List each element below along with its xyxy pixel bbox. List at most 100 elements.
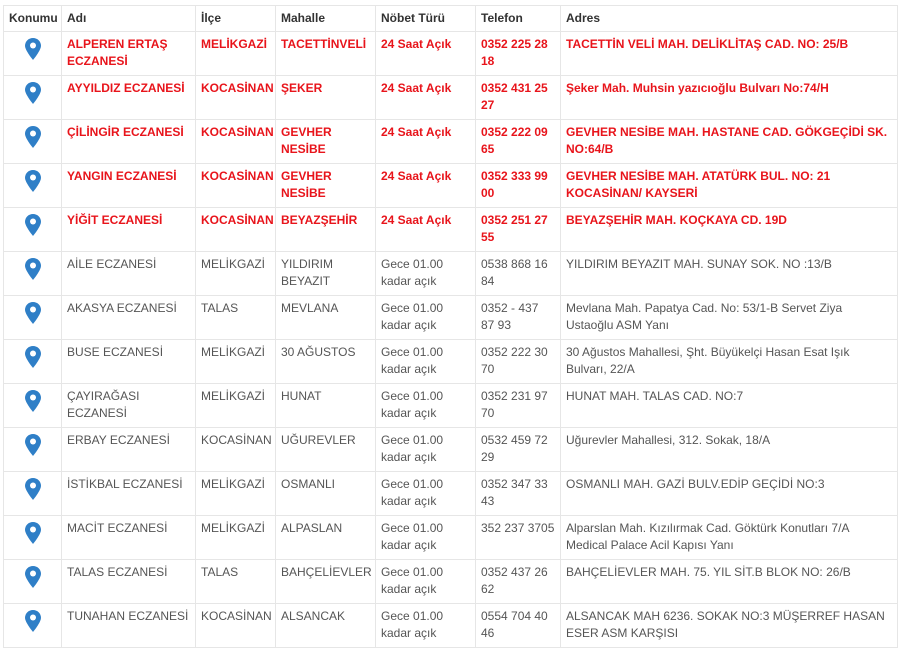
table-row: TALAS ECZANESİ TALAS BAHÇELİEVLER Gece 01.0… <box>3 559 898 604</box>
map-pin-icon[interactable] <box>24 522 41 547</box>
address-cell: OSMANLI MAH. GAZİ BULV.EDİP GEÇİDİ NO:3 <box>560 471 898 516</box>
header-name: Adı <box>61 5 196 32</box>
map-pin-icon[interactable] <box>24 610 41 635</box>
phone-cell: 0352 431 25 27 <box>475 75 561 120</box>
header-phone: Telefon <box>475 5 561 32</box>
district-cell: MELİKGAZİ <box>195 515 276 560</box>
phone-cell: 352 237 3705 <box>475 515 561 560</box>
table-row: AYYILDIZ ECZANESİ KOCASİNAN ŞEKER 24 Saat A… <box>3 75 898 120</box>
address-cell: BAHÇELİEVLER MAH. 75. YIL SİT.B BLOK NO:… <box>560 559 898 604</box>
phone-cell: 0352 251 27 55 <box>475 207 561 252</box>
duty-type-cell: Gece 01.00 kadar açık <box>375 471 476 516</box>
map-pin-icon[interactable] <box>24 434 41 459</box>
pharmacy-name-cell: ÇAYIRAĞASI ECZANESİ <box>61 383 196 428</box>
address-cell: TACETTİN VELİ MAH. DELİKLİTAŞ CAD. NO: 2… <box>560 31 898 76</box>
pharmacy-table: Konumu Adı İlçe Mahalle Nöbet Türü Telef… <box>3 5 898 648</box>
map-pin-icon[interactable] <box>24 566 41 591</box>
address-cell: HUNAT MAH. TALAS CAD. NO:7 <box>560 383 898 428</box>
pharmacy-name-cell: İSTİKBAL ECZANESİ <box>61 471 196 516</box>
pharmacy-name-cell: AYYILDIZ ECZANESİ <box>61 75 196 120</box>
district-cell: KOCASİNAN <box>195 163 276 208</box>
pharmacy-name-cell: YANGIN ECZANESİ <box>61 163 196 208</box>
duty-type-cell: Gece 01.00 kadar açık <box>375 603 476 648</box>
address-cell: Alparslan Mah. Kızılırmak Cad. Göktürk K… <box>560 515 898 560</box>
neighborhood-cell: TACETTİNVELİ <box>275 31 376 76</box>
table-row: BUSE ECZANESİ MELİKGAZİ 30 AĞUSTOS Gece 01.… <box>3 339 898 384</box>
map-pin-icon[interactable] <box>24 170 41 195</box>
neighborhood-cell: BAHÇELİEVLER <box>275 559 376 604</box>
pharmacy-name-cell: MACİT ECZANESİ <box>61 515 196 560</box>
duty-type-cell: Gece 01.00 kadar açık <box>375 339 476 384</box>
duty-type-cell: Gece 01.00 kadar açık <box>375 559 476 604</box>
district-cell: KOCASİNAN <box>195 603 276 648</box>
location-cell <box>3 559 62 604</box>
neighborhood-cell: UĞUREVLER <box>275 427 376 472</box>
neighborhood-cell: ALPASLAN <box>275 515 376 560</box>
map-pin-icon[interactable] <box>24 82 41 107</box>
district-cell: MELİKGAZİ <box>195 251 276 296</box>
map-pin-icon[interactable] <box>24 214 41 239</box>
map-pin-icon[interactable] <box>24 38 41 63</box>
map-pin-icon[interactable] <box>24 126 41 151</box>
location-cell <box>3 75 62 120</box>
neighborhood-cell: GEVHER NESİBE <box>275 119 376 164</box>
neighborhood-cell: 30 AĞUSTOS <box>275 339 376 384</box>
header-address: Adres <box>560 5 898 32</box>
phone-cell: 0352 231 97 70 <box>475 383 561 428</box>
district-cell: KOCASİNAN <box>195 427 276 472</box>
location-cell <box>3 295 62 340</box>
map-pin-icon[interactable] <box>24 478 41 503</box>
location-cell <box>3 339 62 384</box>
table-row: İSTİKBAL ECZANESİ MELİKGAZİ OSMANLI Gece 01… <box>3 471 898 516</box>
phone-cell: 0352 222 30 70 <box>475 339 561 384</box>
pharmacy-name-cell: ALPEREN ERTAŞ ECZANESİ <box>61 31 196 76</box>
table-row: MACİT ECZANESİ MELİKGAZİ ALPASLAN Gece 01.0… <box>3 515 898 560</box>
neighborhood-cell: YILDIRIM BEYAZIT <box>275 251 376 296</box>
location-cell <box>3 471 62 516</box>
duty-type-cell: 24 Saat Açık <box>375 31 476 76</box>
neighborhood-cell: GEVHER NESİBE <box>275 163 376 208</box>
neighborhood-cell: BEYAZŞEHİR <box>275 207 376 252</box>
pharmacy-name-cell: YİĞİT ECZANESİ <box>61 207 196 252</box>
phone-cell: 0352 225 28 18 <box>475 31 561 76</box>
address-cell: Uğurevler Mahallesi, 312. Sokak, 18/A <box>560 427 898 472</box>
district-cell: TALAS <box>195 559 276 604</box>
header-neighborhood: Mahalle <box>275 5 376 32</box>
table-row: ÇİLİNGİR ECZANESİ KOCASİNAN GEVHER NESİBE 2… <box>3 119 898 164</box>
location-cell <box>3 515 62 560</box>
address-cell: ALSANCAK MAH 6236. SOKAK NO:3 MÜŞERREF H… <box>560 603 898 648</box>
location-cell <box>3 427 62 472</box>
address-cell: Mevlana Mah. Papatya Cad. No: 53/1-B Ser… <box>560 295 898 340</box>
district-cell: MELİKGAZİ <box>195 471 276 516</box>
pharmacy-name-cell: BUSE ECZANESİ <box>61 339 196 384</box>
address-cell: 30 Ağustos Mahallesi, Şht. Büyükelçi Has… <box>560 339 898 384</box>
address-cell: GEVHER NESİBE MAH. HASTANE CAD. GÖKGEÇİD… <box>560 119 898 164</box>
location-cell <box>3 119 62 164</box>
duty-type-cell: Gece 01.00 kadar açık <box>375 383 476 428</box>
address-cell: BEYAZŞEHİR MAH. KOÇKAYA CD. 19D <box>560 207 898 252</box>
table-row: YİĞİT ECZANESİ KOCASİNAN BEYAZŞEHİR 24 Saat… <box>3 207 898 252</box>
map-pin-icon[interactable] <box>24 390 41 415</box>
phone-cell: 0352 222 09 65 <box>475 119 561 164</box>
phone-cell: 0352 437 26 62 <box>475 559 561 604</box>
location-cell <box>3 163 62 208</box>
table-row: AİLE ECZANESİ MELİKGAZİ YILDIRIM BEYAZIT Ge… <box>3 251 898 296</box>
location-cell <box>3 31 62 76</box>
phone-cell: 0352 - 437 87 93 <box>475 295 561 340</box>
duty-type-cell: Gece 01.00 kadar açık <box>375 251 476 296</box>
district-cell: MELİKGAZİ <box>195 383 276 428</box>
map-pin-icon[interactable] <box>24 258 41 283</box>
table-row: ÇAYIRAĞASI ECZANESİ MELİKGAZİ HUNAT Gece 01… <box>3 383 898 428</box>
duty-type-cell: 24 Saat Açık <box>375 119 476 164</box>
table-header: Konumu Adı İlçe Mahalle Nöbet Türü Telef… <box>3 5 898 32</box>
map-pin-icon[interactable] <box>24 346 41 371</box>
location-cell <box>3 603 62 648</box>
header-duty-type: Nöbet Türü <box>375 5 476 32</box>
pharmacy-name-cell: TUNAHAN ECZANESİ <box>61 603 196 648</box>
duty-type-cell: Gece 01.00 kadar açık <box>375 427 476 472</box>
map-pin-icon[interactable] <box>24 302 41 327</box>
phone-cell: 0532 459 72 29 <box>475 427 561 472</box>
table-row: ALPEREN ERTAŞ ECZANESİ MELİKGAZİ TACETTİNV… <box>3 31 898 76</box>
neighborhood-cell: HUNAT <box>275 383 376 428</box>
duty-type-cell: 24 Saat Açık <box>375 207 476 252</box>
